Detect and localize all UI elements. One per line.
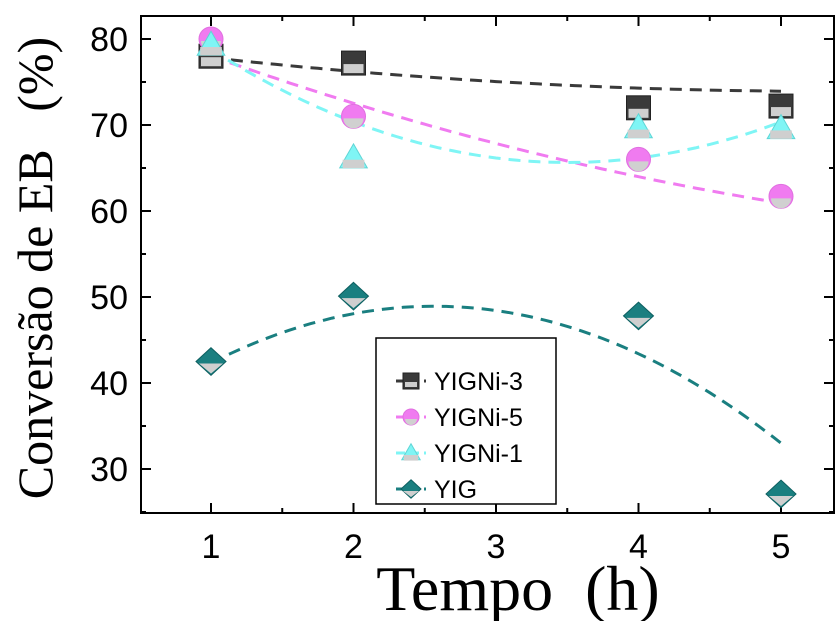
axes: 1 2 3 4 5 30 40 50 60 70 80 bbox=[90, 16, 834, 566]
data-point-yigni-1-shade bbox=[342, 159, 365, 169]
series-yigni-1 bbox=[196, 30, 796, 169]
data-point-yig bbox=[622, 301, 655, 331]
data-point-yigni-5-shade bbox=[343, 118, 364, 129]
x-tick-label: 5 bbox=[772, 528, 791, 566]
data-point-yigni-3-shade bbox=[201, 57, 221, 67]
data-point-yig bbox=[765, 479, 797, 509]
legend-marker-yigni-5-shade bbox=[405, 419, 417, 425]
data-point-yigni-3-shade bbox=[771, 107, 791, 117]
data-point-yig bbox=[337, 281, 370, 311]
plot-frame bbox=[140, 15, 835, 514]
legend-label: YIG bbox=[434, 476, 477, 504]
data-point-yigni-1-shade bbox=[627, 129, 650, 138]
x-axis-label: Tempo (h) bbox=[376, 553, 659, 621]
fit-curve-yigni-5 bbox=[210, 54, 782, 205]
data-point-yig-shade bbox=[199, 363, 223, 374]
legend-label: YIGNi-5 bbox=[434, 404, 523, 432]
y-tick-label: 70 bbox=[90, 107, 128, 145]
y-axis-label: Conversão de EB (%) bbox=[7, 37, 63, 499]
fit-curve-yigni-3 bbox=[210, 56, 782, 93]
y-tick-label: 50 bbox=[90, 279, 128, 317]
fit-curve-yigni-1 bbox=[210, 48, 782, 165]
fit-curve-yig bbox=[210, 304, 782, 445]
y-tick-label: 30 bbox=[90, 451, 128, 489]
legend: YIGNi-3 YIGNi-5 YIGNi-1 YIG bbox=[375, 337, 557, 505]
data-point-yig-shade bbox=[769, 495, 793, 506]
data-markers bbox=[195, 26, 797, 509]
x-tick-label: 3 bbox=[487, 528, 506, 566]
data-point-yig bbox=[195, 347, 227, 376]
series-yigni-5 bbox=[198, 26, 794, 209]
legend-marker-yigni-3-shade bbox=[405, 382, 417, 387]
y-tick-label: 60 bbox=[90, 193, 128, 231]
series-yig bbox=[195, 281, 797, 509]
data-point-yigni-5-shade bbox=[628, 161, 649, 172]
x-tick-label: 4 bbox=[629, 528, 648, 566]
legend-label: YIGNi-1 bbox=[434, 440, 523, 468]
data-point-yigni-1-shade bbox=[770, 130, 792, 139]
y-tick-label: 40 bbox=[90, 365, 128, 403]
fit-curves bbox=[210, 48, 782, 445]
y-tick-label: 80 bbox=[90, 21, 128, 59]
data-point-yigni-1-shade bbox=[200, 47, 222, 56]
data-point-yigni-3-shade bbox=[343, 64, 364, 74]
data-point-yig-shade bbox=[626, 317, 651, 328]
data-point-yig-shade bbox=[341, 298, 366, 309]
legend-label: YIGNi-3 bbox=[434, 368, 523, 396]
x-tick-label: 2 bbox=[344, 528, 363, 566]
x-tick-label: 1 bbox=[202, 528, 221, 566]
legend-marker-yig bbox=[400, 479, 422, 499]
data-point-yigni-5-shade bbox=[771, 198, 791, 209]
legend-marker-yig-shade bbox=[403, 491, 419, 497]
legend-marker-yigni-1-shade bbox=[403, 455, 419, 461]
